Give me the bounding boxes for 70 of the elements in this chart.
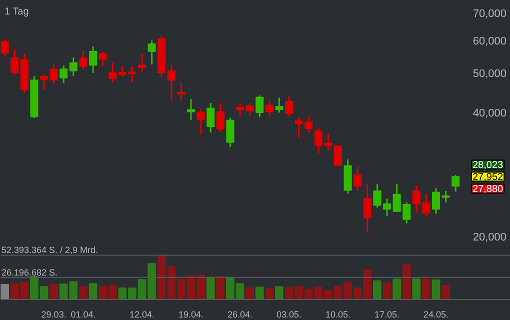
candlestick [226,116,234,148]
x-tick-label: 17.05. [374,310,400,320]
candlestick [275,96,284,114]
candlestick [373,183,382,208]
candlestick [60,64,68,84]
bar [432,280,440,300]
candlestick [216,102,224,133]
candlestick [98,51,107,67]
bar [50,284,58,300]
x-tick-label: 29.03. [41,310,66,320]
candlestick [382,198,392,217]
bar [392,278,401,300]
candlestick [354,166,362,192]
bar [402,264,411,300]
y-tick-label: 70,000 [472,8,507,20]
candlestick [206,102,215,134]
bar [382,282,392,300]
bar [88,283,98,300]
candlestick [50,63,58,86]
candlestick [10,48,19,76]
candlestick [79,49,88,71]
candlestick [432,187,440,214]
bar [412,278,421,300]
text: 27,880 [472,184,504,196]
bar [422,278,430,300]
candlestick [0,38,9,58]
candlestick [167,64,176,101]
y-tick-label: 60,000 [472,35,507,48]
candlestick [108,62,117,84]
y-tick-label: 40,000 [472,108,507,120]
candlestick [265,100,274,118]
candlestick [246,102,254,116]
x-tick-label: 26.04. [228,310,253,320]
text: 1 Tag [4,6,29,18]
text: 27,952 [472,172,504,184]
candlestick [186,98,196,121]
candlestick [40,74,48,90]
x-tick-label: 12.04. [130,310,155,320]
candlestick [148,40,156,66]
x-tick-label: 01.04. [70,310,96,320]
bar [442,285,450,300]
bar [0,284,9,300]
text: 28,023 [472,160,504,172]
bar [265,288,274,300]
candlestick [236,102,244,118]
y-tick-label: 50,000 [472,68,507,80]
candlestick [69,56,78,77]
candlestick [196,108,205,136]
ref-line-label: 26.196.682 S. [2,267,58,278]
y-tick-label: 20,000 [472,231,507,244]
bar [216,276,225,300]
bar [246,287,254,300]
x-tick-label: 24.05. [424,310,449,320]
candlestick [284,94,294,118]
x-tick-label: 03.05. [276,310,302,320]
candlestick [363,182,372,233]
candlestick [452,174,460,192]
x-tick-label: 10.05. [326,310,351,320]
candlestick [88,46,98,74]
candlestick [334,144,342,167]
candlestick [256,94,264,118]
x-tick-label: 19.04. [178,310,204,320]
ref-line-label: 52.393.364 S. / 2,9 Mrd. [2,245,98,256]
bar [206,276,215,300]
bar [275,286,284,300]
candlestick [177,82,186,103]
bar [255,286,264,300]
candlestick [138,53,146,73]
bar [373,280,382,300]
bar [79,286,88,300]
